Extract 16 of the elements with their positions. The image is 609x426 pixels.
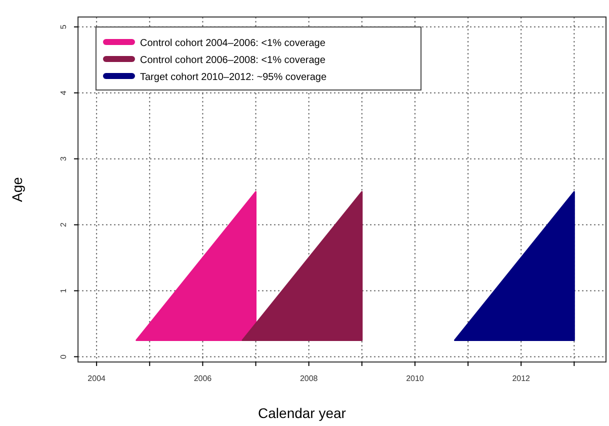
- x-axis-title: Calendar year: [258, 405, 346, 421]
- legend-label: Target cohort 2010–2012: ~95% coverage: [140, 72, 327, 83]
- y-tick-label: 4: [59, 90, 68, 96]
- y-tick-label: 1: [59, 288, 68, 293]
- y-tick-label: 3: [59, 156, 68, 162]
- x-tick-label: 2006: [194, 374, 212, 383]
- legend-label: Control cohort 2006–2008: <1% coverage: [140, 55, 326, 66]
- y-tick-label: 2: [59, 222, 68, 228]
- x-tick-label: 2008: [300, 374, 318, 383]
- x-tick-label: 2004: [88, 374, 106, 383]
- legend-label: Control cohort 2004–2006: <1% coverage: [140, 38, 326, 49]
- y-tick-label: 5: [59, 24, 68, 30]
- y-axis-title: Age: [9, 176, 25, 202]
- x-tick-label: 2010: [406, 374, 424, 383]
- y-tick-label: 0: [59, 354, 68, 359]
- x-tick-label: 2012: [512, 374, 531, 383]
